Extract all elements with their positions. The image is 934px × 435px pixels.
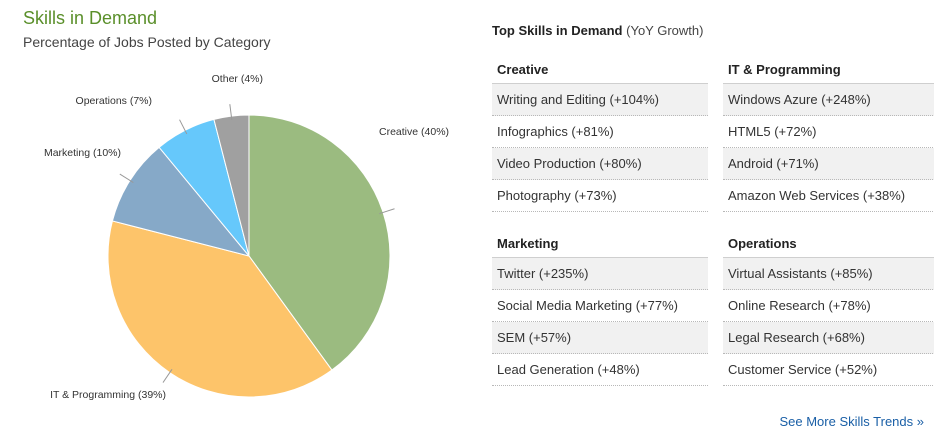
pie-slice-label: Marketing (10%) xyxy=(44,147,121,159)
pie-leader-line xyxy=(162,369,173,383)
skill-group-heading: Operations xyxy=(723,230,934,258)
pie-chart: Creative (40%) IT & Programming (39%) Mark… xyxy=(44,73,449,401)
skill-item: Android (+71%) xyxy=(723,148,934,180)
skill-item: Legal Research (+68%) xyxy=(723,322,934,354)
skill-item: Writing and Editing (+104%) xyxy=(492,84,708,116)
skill-item: SEM (+57%) xyxy=(492,322,708,354)
skill-group-it-programming: IT & Programming Windows Azure (+248%) H… xyxy=(723,56,934,212)
skill-item: Windows Azure (+248%) xyxy=(723,84,934,116)
skill-item: Lead Generation (+48%) xyxy=(492,354,708,386)
pie-leader-line xyxy=(229,104,233,121)
pie-leader-line xyxy=(379,208,395,215)
skills-title: Top Skills in Demand (YoY Growth) xyxy=(492,23,703,38)
skill-item: Virtual Assistants (+85%) xyxy=(723,258,934,290)
pie-slice-label: Creative (40%) xyxy=(379,126,449,138)
skill-item: Social Media Marketing (+77%) xyxy=(492,290,708,322)
skill-item: Infographics (+81%) xyxy=(492,116,708,148)
skill-group-operations: Operations Virtual Assistants (+85%) Onl… xyxy=(723,230,934,386)
pie-leader-line xyxy=(119,173,134,184)
skill-item: Amazon Web Services (+38%) xyxy=(723,180,934,212)
pie-slice-label: Operations (7%) xyxy=(76,95,152,107)
skill-group-heading: IT & Programming xyxy=(723,56,934,84)
pie-slice-label: Other (4%) xyxy=(212,73,263,85)
skill-group-heading: Marketing xyxy=(492,230,708,258)
skills-title-sub: (YoY Growth) xyxy=(626,23,704,38)
skill-item: Photography (+73%) xyxy=(492,180,708,212)
see-more-skills-link[interactable]: See More Skills Trends » xyxy=(779,414,924,429)
skill-item: Online Research (+78%) xyxy=(723,290,934,322)
skill-item: Video Production (+80%) xyxy=(492,148,708,180)
skill-group-creative: Creative Writing and Editing (+104%) Inf… xyxy=(492,56,708,212)
skill-group-heading: Creative xyxy=(492,56,708,84)
skill-group-marketing: Marketing Twitter (+235%) Social Media M… xyxy=(492,230,708,386)
skills-title-main: Top Skills in Demand xyxy=(492,23,623,38)
chart-title: Skills in Demand xyxy=(23,8,158,28)
skill-item: HTML5 (+72%) xyxy=(723,116,934,148)
skill-item: Customer Service (+52%) xyxy=(723,354,934,386)
skill-item: Twitter (+235%) xyxy=(492,258,708,290)
pie-leader-line xyxy=(179,119,188,135)
chart-subtitle: Percentage of Jobs Posted by Category xyxy=(23,34,271,50)
pie-slice-label: IT & Programming (39%) xyxy=(50,389,166,401)
